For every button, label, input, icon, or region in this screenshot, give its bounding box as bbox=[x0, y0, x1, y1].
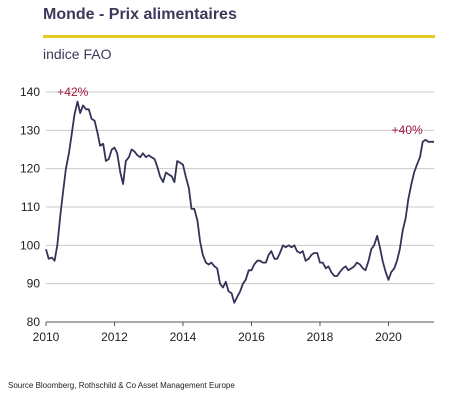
y-tick-label: 80 bbox=[27, 315, 41, 329]
gridlines bbox=[46, 91, 434, 285]
annotations: +42% +40% bbox=[57, 85, 423, 137]
x-tick-label: 2020 bbox=[375, 330, 402, 344]
x-tick-label: 2014 bbox=[170, 330, 197, 344]
x-tick-label: 2018 bbox=[307, 330, 334, 344]
y-tick-label: 100 bbox=[20, 238, 40, 252]
x-axis: 2010 2012 2014 2016 2018 2020 bbox=[33, 321, 434, 344]
x-tick-label: 2012 bbox=[101, 330, 128, 344]
x-tick-label: 2010 bbox=[33, 330, 60, 344]
y-tick-label: 110 bbox=[21, 200, 40, 214]
y-tick-label: 90 bbox=[27, 277, 41, 291]
x-tick-label: 2016 bbox=[238, 330, 265, 344]
series-group bbox=[45, 100, 434, 304]
title-rule bbox=[43, 35, 435, 38]
series-line-0 bbox=[45, 100, 434, 304]
unit-label: indice FAO bbox=[43, 46, 112, 62]
source-note: Source Bloomberg, Rothschild & Co Asset … bbox=[8, 381, 235, 390]
y-tick-label: 130 bbox=[20, 123, 40, 137]
annotation-label: +40% bbox=[392, 123, 423, 137]
y-axis-ticks: 80 90 100 110 120 130 140 bbox=[20, 85, 40, 329]
annotation-label: +42% bbox=[57, 85, 88, 99]
chart-title: Monde - Prix alimentaires bbox=[43, 6, 237, 23]
y-tick-label: 140 bbox=[20, 85, 40, 99]
y-tick-label: 120 bbox=[20, 162, 40, 176]
